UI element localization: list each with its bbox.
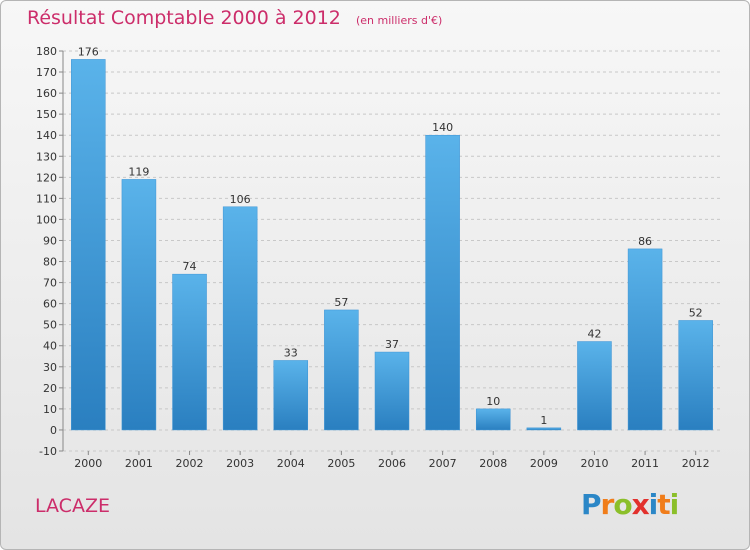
logo-letter: o [613, 488, 632, 521]
y-tick-label: 10 [43, 403, 57, 416]
bar [374, 351, 410, 431]
bar-value-label: 74 [183, 260, 197, 273]
bar-value-label: 10 [486, 395, 500, 408]
commune-name: LACAZE [35, 495, 110, 517]
x-tick-label: 2006 [378, 457, 406, 470]
logo-letter: P [581, 488, 602, 521]
bar [526, 427, 562, 431]
x-tick-label: 2012 [682, 457, 710, 470]
logo-letter: t [657, 488, 670, 521]
bar [577, 341, 612, 431]
bar-value-label: 106 [230, 193, 251, 206]
bar [324, 309, 359, 431]
chart-title-unit: (en milliers d'€) [355, 14, 443, 27]
y-tick-label: 160 [36, 87, 57, 100]
chart-title: Résultat Comptable 2000 à 2012 (en milli… [27, 7, 442, 29]
logo-letter: r [600, 488, 615, 521]
y-tick-label: 100 [36, 213, 57, 226]
bar-value-label: 140 [432, 121, 453, 134]
bar [222, 206, 258, 431]
y-tick-label: 70 [43, 277, 57, 290]
y-tick-label: 30 [43, 361, 57, 374]
bar [121, 179, 157, 431]
y-tick-label: 60 [43, 298, 57, 311]
bar [475, 408, 511, 431]
bar-value-label: 86 [638, 235, 652, 248]
y-tick-label: 180 [36, 45, 57, 58]
y-tick-label: 0 [50, 424, 57, 437]
x-tick-label: 2008 [479, 457, 507, 470]
bar-value-label: 119 [128, 165, 149, 178]
proxiti-logo: Proxiti [581, 488, 680, 521]
bar [425, 134, 460, 431]
bar-value-label: 176 [78, 45, 99, 58]
logo-letter: x [631, 488, 650, 521]
x-tick-label: 2004 [277, 457, 305, 470]
x-tick-label: 2003 [226, 457, 254, 470]
bar-value-label: 57 [334, 296, 348, 309]
logo-letter: i [648, 488, 659, 521]
y-tick-label: 90 [43, 234, 57, 247]
y-tick-label: 150 [36, 108, 57, 121]
bar [172, 273, 207, 431]
y-tick-label: 50 [43, 319, 57, 332]
bar [71, 59, 106, 431]
y-tick-label: 120 [36, 171, 57, 184]
bar-value-label: 42 [587, 328, 601, 341]
x-tick-label: 2000 [74, 457, 102, 470]
y-tick-label: 110 [36, 192, 57, 205]
y-tick-label: 140 [36, 129, 57, 142]
chart-title-main: Résultat Comptable 2000 à 2012 [27, 7, 341, 29]
x-tick-label: 2007 [429, 457, 457, 470]
y-tick-label: 40 [43, 340, 57, 353]
bar-value-label: 52 [689, 306, 703, 319]
y-tick-label: 170 [36, 66, 57, 79]
bar-value-label: 33 [284, 346, 298, 359]
y-tick-label: 130 [36, 150, 57, 163]
x-tick-label: 2005 [327, 457, 355, 470]
x-tick-label: 2011 [631, 457, 659, 470]
bar-value-label: 1 [540, 414, 547, 427]
x-tick-label: 2010 [580, 457, 608, 470]
logo-letter: i [669, 488, 680, 521]
y-tick-label: 20 [43, 382, 57, 395]
bar [627, 248, 663, 431]
y-tick-label: 80 [43, 256, 57, 269]
x-tick-label: 2001 [125, 457, 153, 470]
bar-value-label: 37 [385, 338, 399, 351]
y-tick-label: -10 [39, 445, 57, 458]
x-tick-label: 2009 [530, 457, 558, 470]
x-tick-label: 2002 [176, 457, 204, 470]
bar [273, 360, 309, 431]
bar [678, 320, 713, 431]
